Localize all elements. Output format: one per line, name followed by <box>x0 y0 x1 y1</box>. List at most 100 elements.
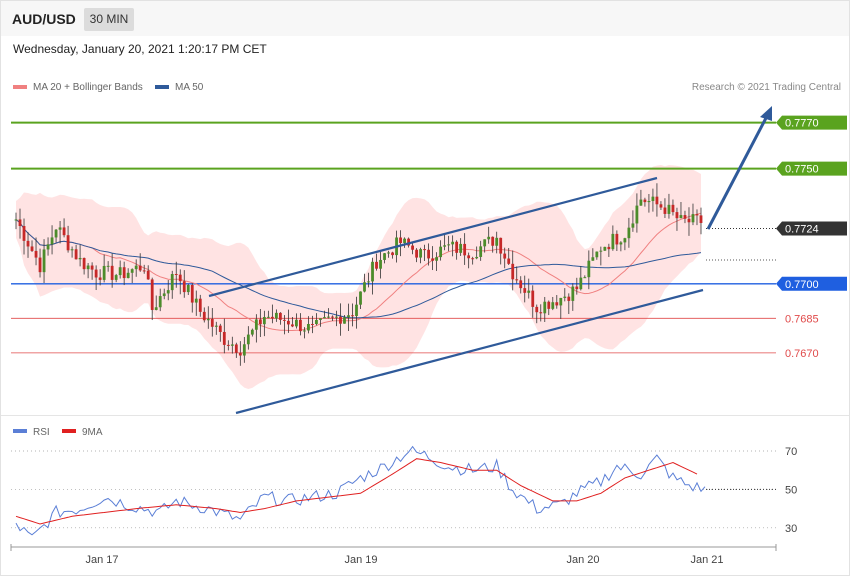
candle <box>331 315 334 322</box>
candle <box>455 240 459 260</box>
candle <box>371 257 374 295</box>
candle <box>347 303 350 332</box>
candle <box>415 248 418 263</box>
candle <box>647 194 651 213</box>
candle <box>214 321 218 335</box>
candle <box>583 275 587 279</box>
ma20-line <box>15 212 702 331</box>
panel-separator <box>1 415 849 416</box>
candle <box>399 230 402 257</box>
candle <box>511 250 515 291</box>
rsi-tick-label: 30 <box>785 523 797 535</box>
level-0-7724-tag: 0.7724 <box>776 221 847 236</box>
candle <box>363 273 366 293</box>
candle <box>419 247 422 264</box>
candle <box>459 238 463 256</box>
candle <box>515 266 519 284</box>
candle <box>34 237 38 266</box>
channel-lines <box>208 106 772 415</box>
candle <box>339 303 342 336</box>
candle <box>146 265 150 280</box>
candle <box>551 296 555 311</box>
candle <box>282 315 286 335</box>
candle <box>667 193 671 219</box>
timeframe-button[interactable]: 30 MIN <box>84 8 134 31</box>
candle <box>491 236 495 253</box>
candle <box>691 203 695 226</box>
candle <box>315 313 318 326</box>
candle <box>639 189 643 206</box>
rsi-tick-label: 70 <box>785 446 797 458</box>
candle <box>451 235 455 257</box>
candle <box>58 220 62 244</box>
candle <box>30 240 34 252</box>
candle <box>190 283 194 313</box>
candle <box>50 225 54 255</box>
candle <box>699 207 703 235</box>
candle <box>98 269 102 286</box>
candle <box>250 328 254 337</box>
candle <box>531 285 535 318</box>
candle <box>487 226 491 244</box>
x-axis: Jan 17 Jan 19 Jan 20 Jan 21 <box>10 544 777 566</box>
moving-average-layer <box>15 212 702 331</box>
level-0-7700-value: 0.7700 <box>785 279 819 291</box>
candle <box>82 257 86 275</box>
candle <box>174 261 178 288</box>
ma20-legend-swatch <box>13 85 27 89</box>
candle <box>291 316 294 328</box>
candle <box>62 218 66 238</box>
candle <box>503 247 507 269</box>
symbol-label: AUD/USD <box>12 11 76 27</box>
candle <box>319 318 322 327</box>
candle <box>447 235 451 252</box>
candle <box>603 246 607 252</box>
candle <box>695 209 699 226</box>
candle <box>66 225 70 253</box>
candle <box>547 300 551 316</box>
candle <box>595 251 599 260</box>
candle <box>86 262 90 279</box>
candle <box>110 253 114 288</box>
candle <box>246 326 250 350</box>
candle <box>230 336 234 354</box>
forecast-arrowhead <box>760 106 772 121</box>
x-tick-label: Jan 19 <box>344 554 377 566</box>
level-0-7700-tag: 0.7700 <box>776 276 847 291</box>
candle <box>379 250 382 279</box>
candle <box>78 244 82 267</box>
level-0-7670-tag: 0.7670 <box>785 348 819 360</box>
candle <box>643 197 647 207</box>
candle <box>106 261 110 272</box>
candle <box>559 297 563 319</box>
chart-header: AUD/USD 30 MIN <box>1 1 849 36</box>
candle <box>234 342 238 358</box>
rsi-legend: RSI 9MA <box>13 427 103 438</box>
candle <box>166 280 170 301</box>
candle <box>114 273 118 283</box>
candle <box>439 240 443 261</box>
candle <box>679 201 683 219</box>
rsi-tick-label: 50 <box>785 484 797 496</box>
candle <box>218 323 222 342</box>
candle <box>323 310 326 319</box>
candle <box>475 246 479 260</box>
candlestick-series <box>14 183 703 366</box>
candle <box>202 307 206 323</box>
candle <box>258 309 262 337</box>
candle <box>599 246 603 266</box>
candle <box>635 193 639 233</box>
candle <box>90 262 94 280</box>
candle <box>427 243 431 266</box>
rsi-legend-label: RSI <box>33 427 50 438</box>
candle <box>383 253 386 264</box>
candle <box>579 266 583 291</box>
candle <box>463 233 467 265</box>
candle <box>278 312 282 325</box>
candle <box>663 198 667 219</box>
candle <box>403 237 406 248</box>
candle <box>623 237 627 251</box>
candle <box>423 244 426 262</box>
candle <box>591 248 595 261</box>
